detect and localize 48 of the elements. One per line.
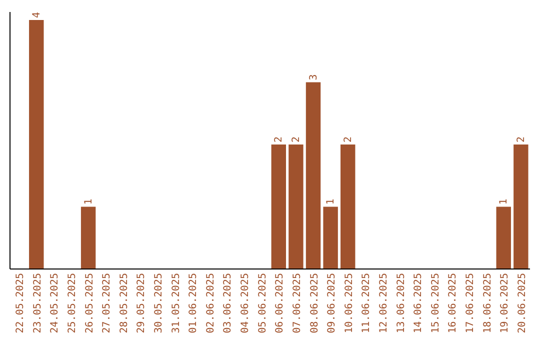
x-tick-label: 15.06.2025 xyxy=(430,273,442,334)
data-label: 2 xyxy=(290,136,302,142)
x-tick-label: 12.06.2025 xyxy=(378,273,390,334)
x-tick-label: 29.05.2025 xyxy=(136,273,148,334)
x-tick-label: 11.06.2025 xyxy=(361,273,372,334)
x-tick-label: 10.06.2025 xyxy=(344,273,355,334)
x-tick-label: 14.06.2025 xyxy=(413,273,424,334)
x-tick-label: 18.06.2025 xyxy=(482,273,494,334)
x-tick-label: 06.06.2025 xyxy=(274,273,286,334)
bar xyxy=(288,144,304,269)
x-tick-label: 24.05.2025 xyxy=(50,273,61,334)
x-tick-label: 05.06.2025 xyxy=(257,273,268,334)
x-tick-label: 13.06.2025 xyxy=(396,273,407,334)
x-tick-label: 22.05.2025 xyxy=(15,273,26,334)
data-label: 2 xyxy=(274,136,285,142)
data-label: 2 xyxy=(516,136,527,142)
x-tick-label: 07.06.2025 xyxy=(292,273,303,334)
x-tick-label: 16.06.2025 xyxy=(448,273,459,334)
data-label: 3 xyxy=(308,74,320,80)
x-tick-label: 17.06.2025 xyxy=(465,273,476,334)
bar xyxy=(29,20,44,269)
data-label: 1 xyxy=(83,198,94,205)
x-tick-label: 28.05.2025 xyxy=(118,273,130,334)
x-tick-label: 19.06.2025 xyxy=(500,273,511,334)
x-tick-label: 04.06.2025 xyxy=(240,273,252,334)
data-label: 1 xyxy=(498,198,510,205)
x-tick-label: 26.05.2025 xyxy=(84,273,96,334)
x-tick-label: 09.06.2025 xyxy=(326,273,338,334)
x-tick-label: 23.05.2025 xyxy=(32,273,44,334)
bar xyxy=(340,144,356,269)
bar xyxy=(271,144,286,269)
bar xyxy=(323,206,338,269)
x-tick-label: 25.05.2025 xyxy=(67,273,78,334)
x-tick-label: 27.05.2025 xyxy=(102,273,113,334)
bar xyxy=(306,82,321,269)
x-tick-label: 02.06.2025 xyxy=(205,273,216,334)
x-tick-label: 01.06.2025 xyxy=(188,273,200,334)
x-tick-label: 03.06.2025 xyxy=(222,273,234,334)
data-label: 2 xyxy=(342,136,354,142)
bar xyxy=(80,206,96,269)
x-tick-label: 30.05.2025 xyxy=(154,273,165,334)
x-tick-label: 31.05.2025 xyxy=(170,273,182,334)
bar xyxy=(514,144,528,269)
x-tick-label: 08.06.2025 xyxy=(309,273,320,334)
data-label: 4 xyxy=(31,12,42,18)
data-label: 1 xyxy=(326,198,337,205)
bar xyxy=(496,206,511,269)
x-tick-label: 20.06.2025 xyxy=(516,273,528,334)
